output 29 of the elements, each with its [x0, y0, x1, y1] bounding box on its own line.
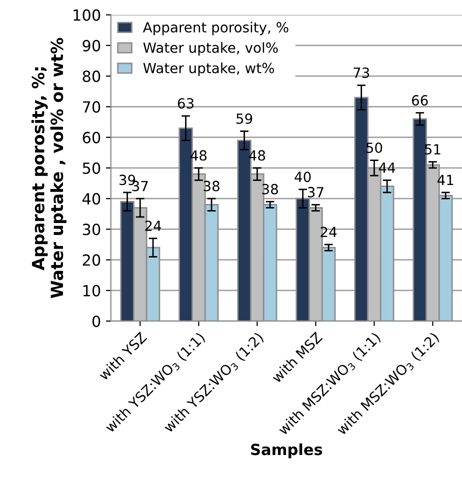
- y-tick-label: 100: [74, 9, 100, 21]
- y-tick-label: 50: [82, 162, 100, 174]
- y-tick-label: 90: [82, 40, 100, 52]
- y-tick-label: 40: [82, 193, 100, 205]
- y-tick-label: 70: [82, 101, 100, 113]
- data-label: 44: [378, 162, 396, 173]
- x-tick-label: with YSZ: [98, 331, 148, 381]
- data-label: 38: [204, 180, 220, 192]
- data-label: 38: [262, 184, 278, 194]
- data-label: 66: [412, 95, 428, 106]
- data-label: 73: [354, 67, 370, 78]
- x-axis-title: Samples: [251, 443, 322, 458]
- y-tick-label: 30: [82, 224, 100, 236]
- legend-label: Apparent porosity, %: [142, 22, 288, 36]
- y-tick-label: 10: [83, 284, 100, 296]
- legend-label: Water uptake, vol%: [143, 42, 278, 56]
- y-tick-label: 0: [92, 316, 100, 328]
- data-label: 63: [178, 98, 194, 109]
- data-label: 24: [320, 226, 337, 238]
- data-label: 40: [294, 172, 311, 182]
- data-label: 37: [308, 186, 324, 198]
- y-tick-label: 20: [82, 254, 100, 266]
- y-tick-label: 60: [82, 132, 100, 144]
- legend-label: Water uptake, wt%: [143, 62, 274, 76]
- data-label: 41: [437, 174, 454, 185]
- y-tick-label: 80: [82, 70, 100, 82]
- y-axis-title: Apparent porosity, %; Water uptake , vol% or wt%: [32, 38, 66, 298]
- data-label: 59: [236, 113, 252, 124]
- data-label: 24: [145, 220, 162, 231]
